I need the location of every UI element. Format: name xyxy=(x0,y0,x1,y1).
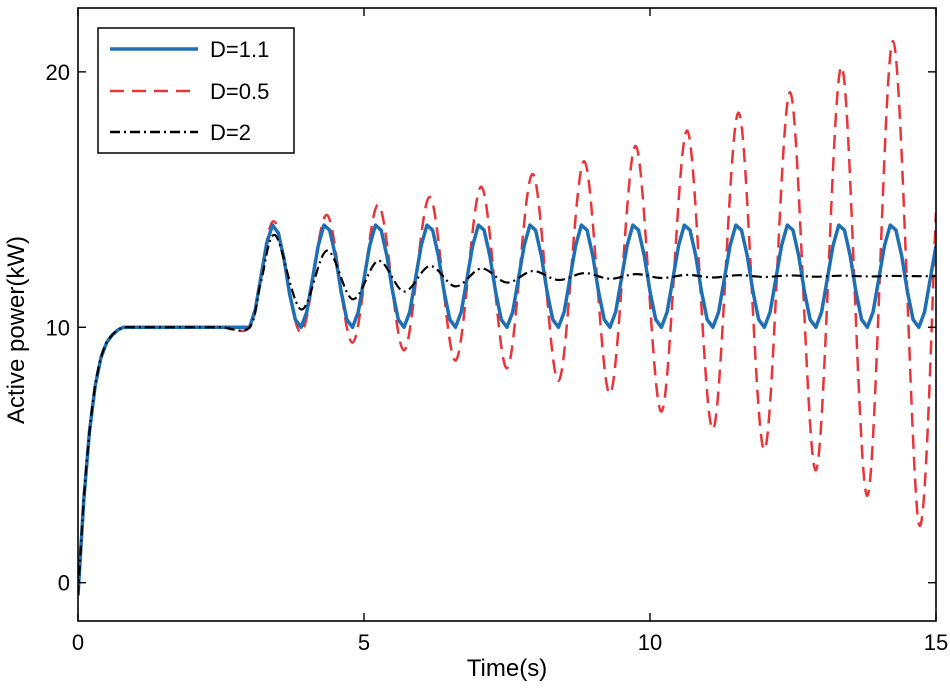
y-tick-label: 20 xyxy=(46,60,70,85)
legend: D=1.1 D=0.5 D=2 xyxy=(97,27,295,154)
legend-label-d-0-5: D=0.5 xyxy=(210,79,269,104)
series-layer xyxy=(78,39,936,596)
x-tick-label: 0 xyxy=(72,630,84,655)
legend-label-d-1-1: D=1.1 xyxy=(210,37,269,62)
legend-label-d-2: D=2 xyxy=(210,120,251,145)
x-tick-label: 15 xyxy=(924,630,948,655)
plot-frame xyxy=(77,7,937,622)
y-tick-label: 0 xyxy=(58,571,70,596)
series-line-d-1-1 xyxy=(78,223,936,596)
x-tick-label: 5 xyxy=(358,630,370,655)
y-tick-label: 10 xyxy=(46,315,70,340)
x-axis-label: Time(s) xyxy=(467,655,547,682)
x-tick-label: 10 xyxy=(638,630,662,655)
series-line-d-2 xyxy=(78,234,936,596)
y-axis-label: Active power(kW) xyxy=(3,236,30,424)
ticks-layer: 0 5 10 15 0 10 20 xyxy=(46,8,948,655)
